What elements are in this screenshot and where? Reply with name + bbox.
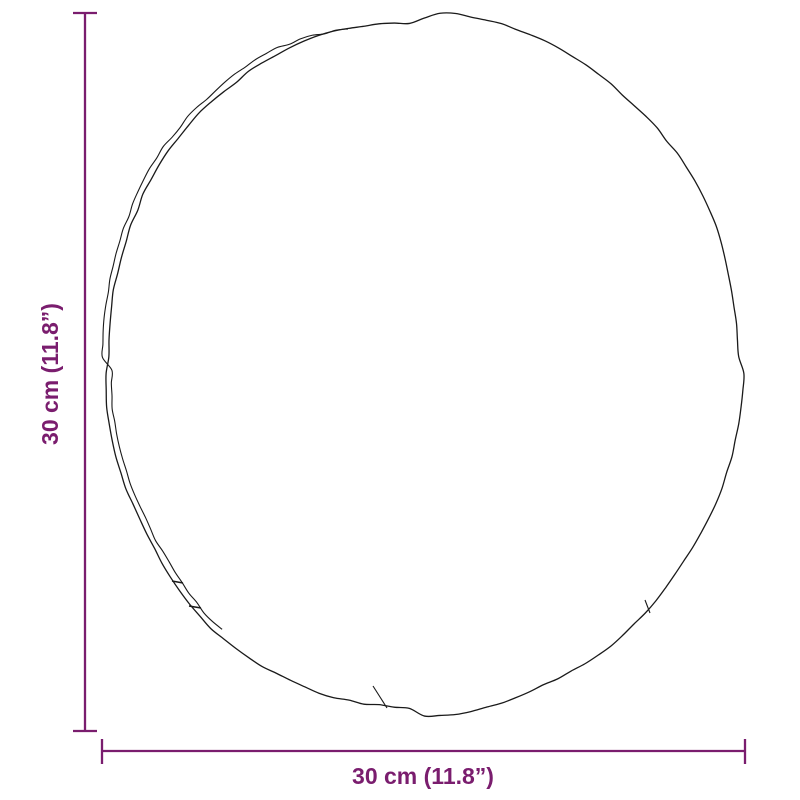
svg-text:30 cm (11.8”): 30 cm (11.8”) — [37, 303, 63, 445]
svg-text:30 cm (11.8”): 30 cm (11.8”) — [352, 763, 494, 789]
